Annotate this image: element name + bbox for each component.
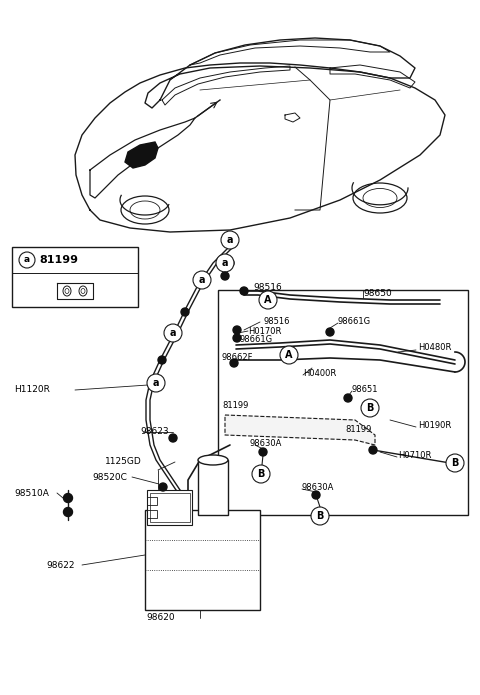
Bar (218, 290, 468, 515)
Circle shape (169, 434, 177, 442)
Text: a: a (24, 256, 30, 265)
Bar (145, 510, 260, 610)
Text: H0480R: H0480R (418, 343, 451, 352)
Text: 98620: 98620 (146, 614, 175, 623)
Circle shape (369, 446, 377, 454)
Circle shape (233, 334, 241, 342)
Text: H1120R: H1120R (14, 386, 50, 395)
Text: a: a (227, 235, 233, 245)
Circle shape (147, 374, 165, 392)
Circle shape (159, 483, 167, 491)
Polygon shape (125, 142, 158, 168)
Text: A: A (264, 295, 272, 305)
Bar (12, 247, 138, 307)
Circle shape (280, 346, 298, 364)
Circle shape (361, 399, 379, 417)
Circle shape (259, 291, 277, 309)
Polygon shape (225, 415, 375, 445)
Text: 98622: 98622 (46, 560, 74, 569)
Text: 98650: 98650 (363, 290, 392, 298)
Text: 81199: 81199 (345, 425, 372, 434)
Text: a: a (199, 275, 205, 285)
Text: 98623: 98623 (140, 427, 168, 436)
Circle shape (259, 448, 267, 456)
Text: B: B (366, 403, 374, 413)
Circle shape (326, 328, 334, 336)
Circle shape (221, 231, 239, 249)
Circle shape (240, 287, 248, 295)
Circle shape (226, 259, 234, 267)
Text: a: a (222, 258, 228, 268)
Text: 98662F: 98662F (222, 354, 253, 363)
Circle shape (252, 465, 270, 483)
Text: 98516: 98516 (253, 282, 282, 291)
Circle shape (158, 356, 166, 364)
Text: 98661G: 98661G (240, 336, 273, 345)
Bar (198, 460, 228, 515)
Bar (147, 510, 157, 518)
Circle shape (181, 308, 189, 316)
Text: A: A (285, 350, 293, 360)
Circle shape (446, 454, 464, 472)
Bar (147, 490, 192, 525)
Text: 81199: 81199 (39, 255, 78, 265)
Circle shape (312, 491, 320, 499)
Circle shape (164, 324, 182, 342)
Text: H0400R: H0400R (303, 370, 336, 379)
Text: H0170R: H0170R (248, 327, 281, 336)
Circle shape (63, 507, 72, 516)
Text: H0710R: H0710R (398, 450, 432, 459)
Circle shape (221, 272, 229, 280)
Ellipse shape (198, 455, 228, 465)
Text: B: B (257, 469, 264, 479)
Text: B: B (316, 511, 324, 521)
Circle shape (148, 381, 156, 389)
Bar (150, 493, 190, 522)
Text: a: a (153, 378, 159, 388)
Bar (147, 497, 157, 505)
Circle shape (193, 271, 211, 289)
Circle shape (19, 252, 35, 268)
Circle shape (63, 493, 72, 502)
Text: 98516: 98516 (263, 318, 289, 327)
Text: 98520C: 98520C (92, 473, 127, 482)
Circle shape (233, 326, 241, 334)
Circle shape (311, 507, 329, 525)
Text: H0190R: H0190R (418, 421, 451, 430)
Text: 98510A: 98510A (14, 489, 49, 498)
Text: B: B (451, 458, 459, 468)
Text: 98651: 98651 (352, 386, 379, 395)
Text: 81199: 81199 (222, 402, 248, 411)
Circle shape (344, 394, 352, 402)
Text: 98661G: 98661G (338, 318, 371, 327)
Text: 98630A: 98630A (250, 439, 282, 448)
Text: a: a (170, 328, 176, 338)
Text: 1125GD: 1125GD (105, 457, 142, 466)
Circle shape (230, 359, 238, 367)
Text: 98630A: 98630A (302, 484, 335, 493)
Circle shape (216, 254, 234, 272)
